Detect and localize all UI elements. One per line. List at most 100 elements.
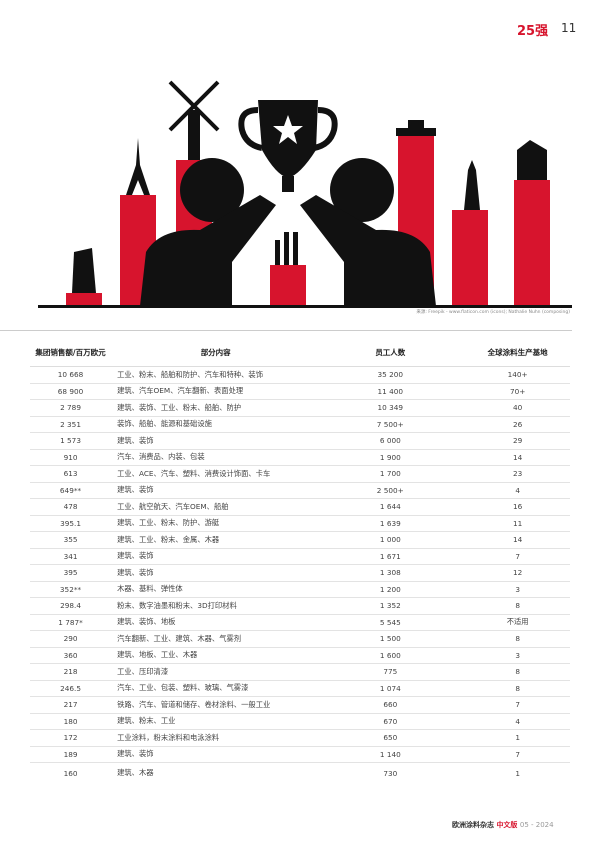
cell-sites: 7 [465,696,570,714]
cell-sales: 68 900 [30,383,112,400]
cell-employees: 1 074 [315,680,466,697]
cell-sites: 16 [465,498,570,516]
table-row: 246.5 汽车、工业、包装、塑料、玻璃、气雾漆 1 074 8 [30,680,570,697]
cell-sites: 4 [465,482,570,499]
page-number: 11 [561,21,577,35]
illustration [38,80,572,308]
cell-employees: 670 [315,713,466,730]
ground-line [38,305,572,308]
cell-sales: 910 [30,449,112,466]
cell-segments: 工业、压印清漆 [111,663,316,681]
cell-employees: 2 500+ [315,482,466,499]
cell-employees: 1 352 [315,597,466,615]
cell-segments: 工业、航空航天、汽车OEM、船舶 [111,498,316,516]
person-icon [330,158,394,222]
cell-sales: 2 789 [30,399,112,417]
table-row: 355 建筑、工业、粉末、金属、木器 1 000 14 [30,531,570,549]
cell-sales: 189 [30,746,112,763]
cell-employees: 1 644 [315,498,466,516]
cell-sites: 11 [465,515,570,532]
table-row: 160 建筑、木器 730 1 [30,763,570,784]
table-row: 360 建筑、地板、工业、木器 1 600 3 [30,647,570,664]
cell-sales: 160 [63,768,78,778]
cell-sites: 140+ [465,366,570,384]
cell-sites: 14 [465,531,570,549]
cell-sites: 8 [465,597,570,615]
cell-sales: 1 573 [30,432,112,450]
table-row: 352** 木器、基料、弹性体 1 200 3 [30,581,570,598]
header-sales: 集团销售额/百万欧元 [30,338,112,367]
cell-sales: 246.5 [30,680,112,697]
cell-sites: 12 [465,564,570,582]
table-row: 1 787* 建筑、装饰、地板 5 545 不适用 [30,614,570,631]
magazine-name: 欧洲涂料杂志 [452,821,494,829]
cell-sales: 180 [30,713,112,730]
cell-employees: 1 200 [315,581,466,598]
cell-employees: 10 349 [315,399,466,417]
cell-employees: 1 500 [315,630,466,648]
cell-employees: 35 200 [315,366,466,384]
cell-employees: 775 [315,663,466,681]
cell-sales: 355 [30,531,112,549]
cell-sales: 172 [30,729,112,747]
table-row: 395 建筑、装饰 1 308 12 [30,564,570,582]
table-row: 2 789 建筑、装饰、工业、粉末、船舶、防护 10 349 40 [30,399,570,417]
cell-sales: 613 [30,465,112,483]
cell-segments: 木器、基料、弹性体 [111,581,316,598]
table-row: 217 铁路、汽车、管道和储存、卷材涂料、一般工业 660 7 [30,696,570,714]
cell-sites: 8 [465,680,570,697]
cell-sites: 70+ [465,383,570,400]
cell-employees: 1 900 [315,449,466,466]
table-row: 1 573 建筑、装饰 6 000 29 [30,432,570,450]
cell-employees: 650 [315,729,466,747]
cell-segments: 建筑、装饰 [111,432,316,450]
windmill-icon [168,80,220,160]
cell-segments: 工业、粉末、船舶和防护、汽车和特种、装饰 [111,366,316,384]
cell-employees: 7 500+ [315,416,466,433]
header-sites: 全球涂料生产基地 [465,338,570,367]
ranking-table: 集团销售额/百万欧元 部分内容 员工人数 全球涂料生产基地 10 668 工业、粉… [30,338,570,783]
cell-sales: 298.4 [30,597,112,615]
issue-label: 05 - 2024 [519,821,554,829]
cell-employees: 11 400 [315,383,466,400]
tower-icon [517,140,547,180]
table-row: 180 建筑、粉末、工业 670 4 [30,713,570,730]
cell-sites: 8 [465,630,570,648]
cell-sales: 218 [30,663,112,681]
cell-sales: 217 [30,696,112,714]
cell-sales: 478 [30,498,112,516]
cell-employees: 1 671 [315,548,466,565]
red-bar [452,210,488,306]
cell-segments: 汽车、工业、包装、塑料、玻璃、气雾漆 [111,680,316,697]
table-row: 341 建筑、装饰 1 671 7 [30,548,570,565]
cell-segments: 建筑、装饰、地板 [111,614,316,631]
cell-sites: 4 [465,713,570,730]
cell-sales: 395 [30,564,112,582]
cell-sales: 341 [30,548,112,565]
cell-sites: 1 [465,729,570,747]
cell-sites: 7 [465,746,570,763]
cell-sites: 7 [465,548,570,565]
cell-employees: 1 700 [315,465,466,483]
cell-sales: 360 [30,647,112,664]
cell-employees: 6 000 [315,432,466,450]
cell-sales: 1 787* [30,614,112,631]
cell-employees: 730 [383,768,398,778]
table-row: 395.1 建筑、工业、粉末、防护、游艇 1 639 11 [30,515,570,532]
cell-segments: 汽车、消费品、内装、包装 [111,449,316,466]
cell-segments: 工业、ACE、汽车、塑料、消费设计饰面、卡车 [111,465,316,483]
footer: 欧洲涂料杂志 中文版 05 - 2024 [452,820,554,830]
table-row: 910 汽车、消费品、内装、包装 1 900 14 [30,449,570,466]
cell-sites: 23 [465,465,570,483]
cell-segments: 装饰、船舶、能源和基础设施 [111,416,316,433]
cell-sites: 8 [465,663,570,681]
cell-segments: 汽车翻新、工业、建筑、木器、气雾剂 [111,630,316,648]
cell-sales: 352** [30,581,112,598]
cell-employees: 660 [315,696,466,714]
divider [0,330,572,331]
cell-sales: 649** [30,482,112,499]
cell-segments: 建筑、汽车OEM、汽车翻新、表面处理 [111,383,316,400]
cell-sites: 3 [465,647,570,664]
table-row: 290 汽车翻新、工业、建筑、木器、气雾剂 1 500 8 [30,630,570,648]
header-employees: 员工人数 [315,338,466,367]
